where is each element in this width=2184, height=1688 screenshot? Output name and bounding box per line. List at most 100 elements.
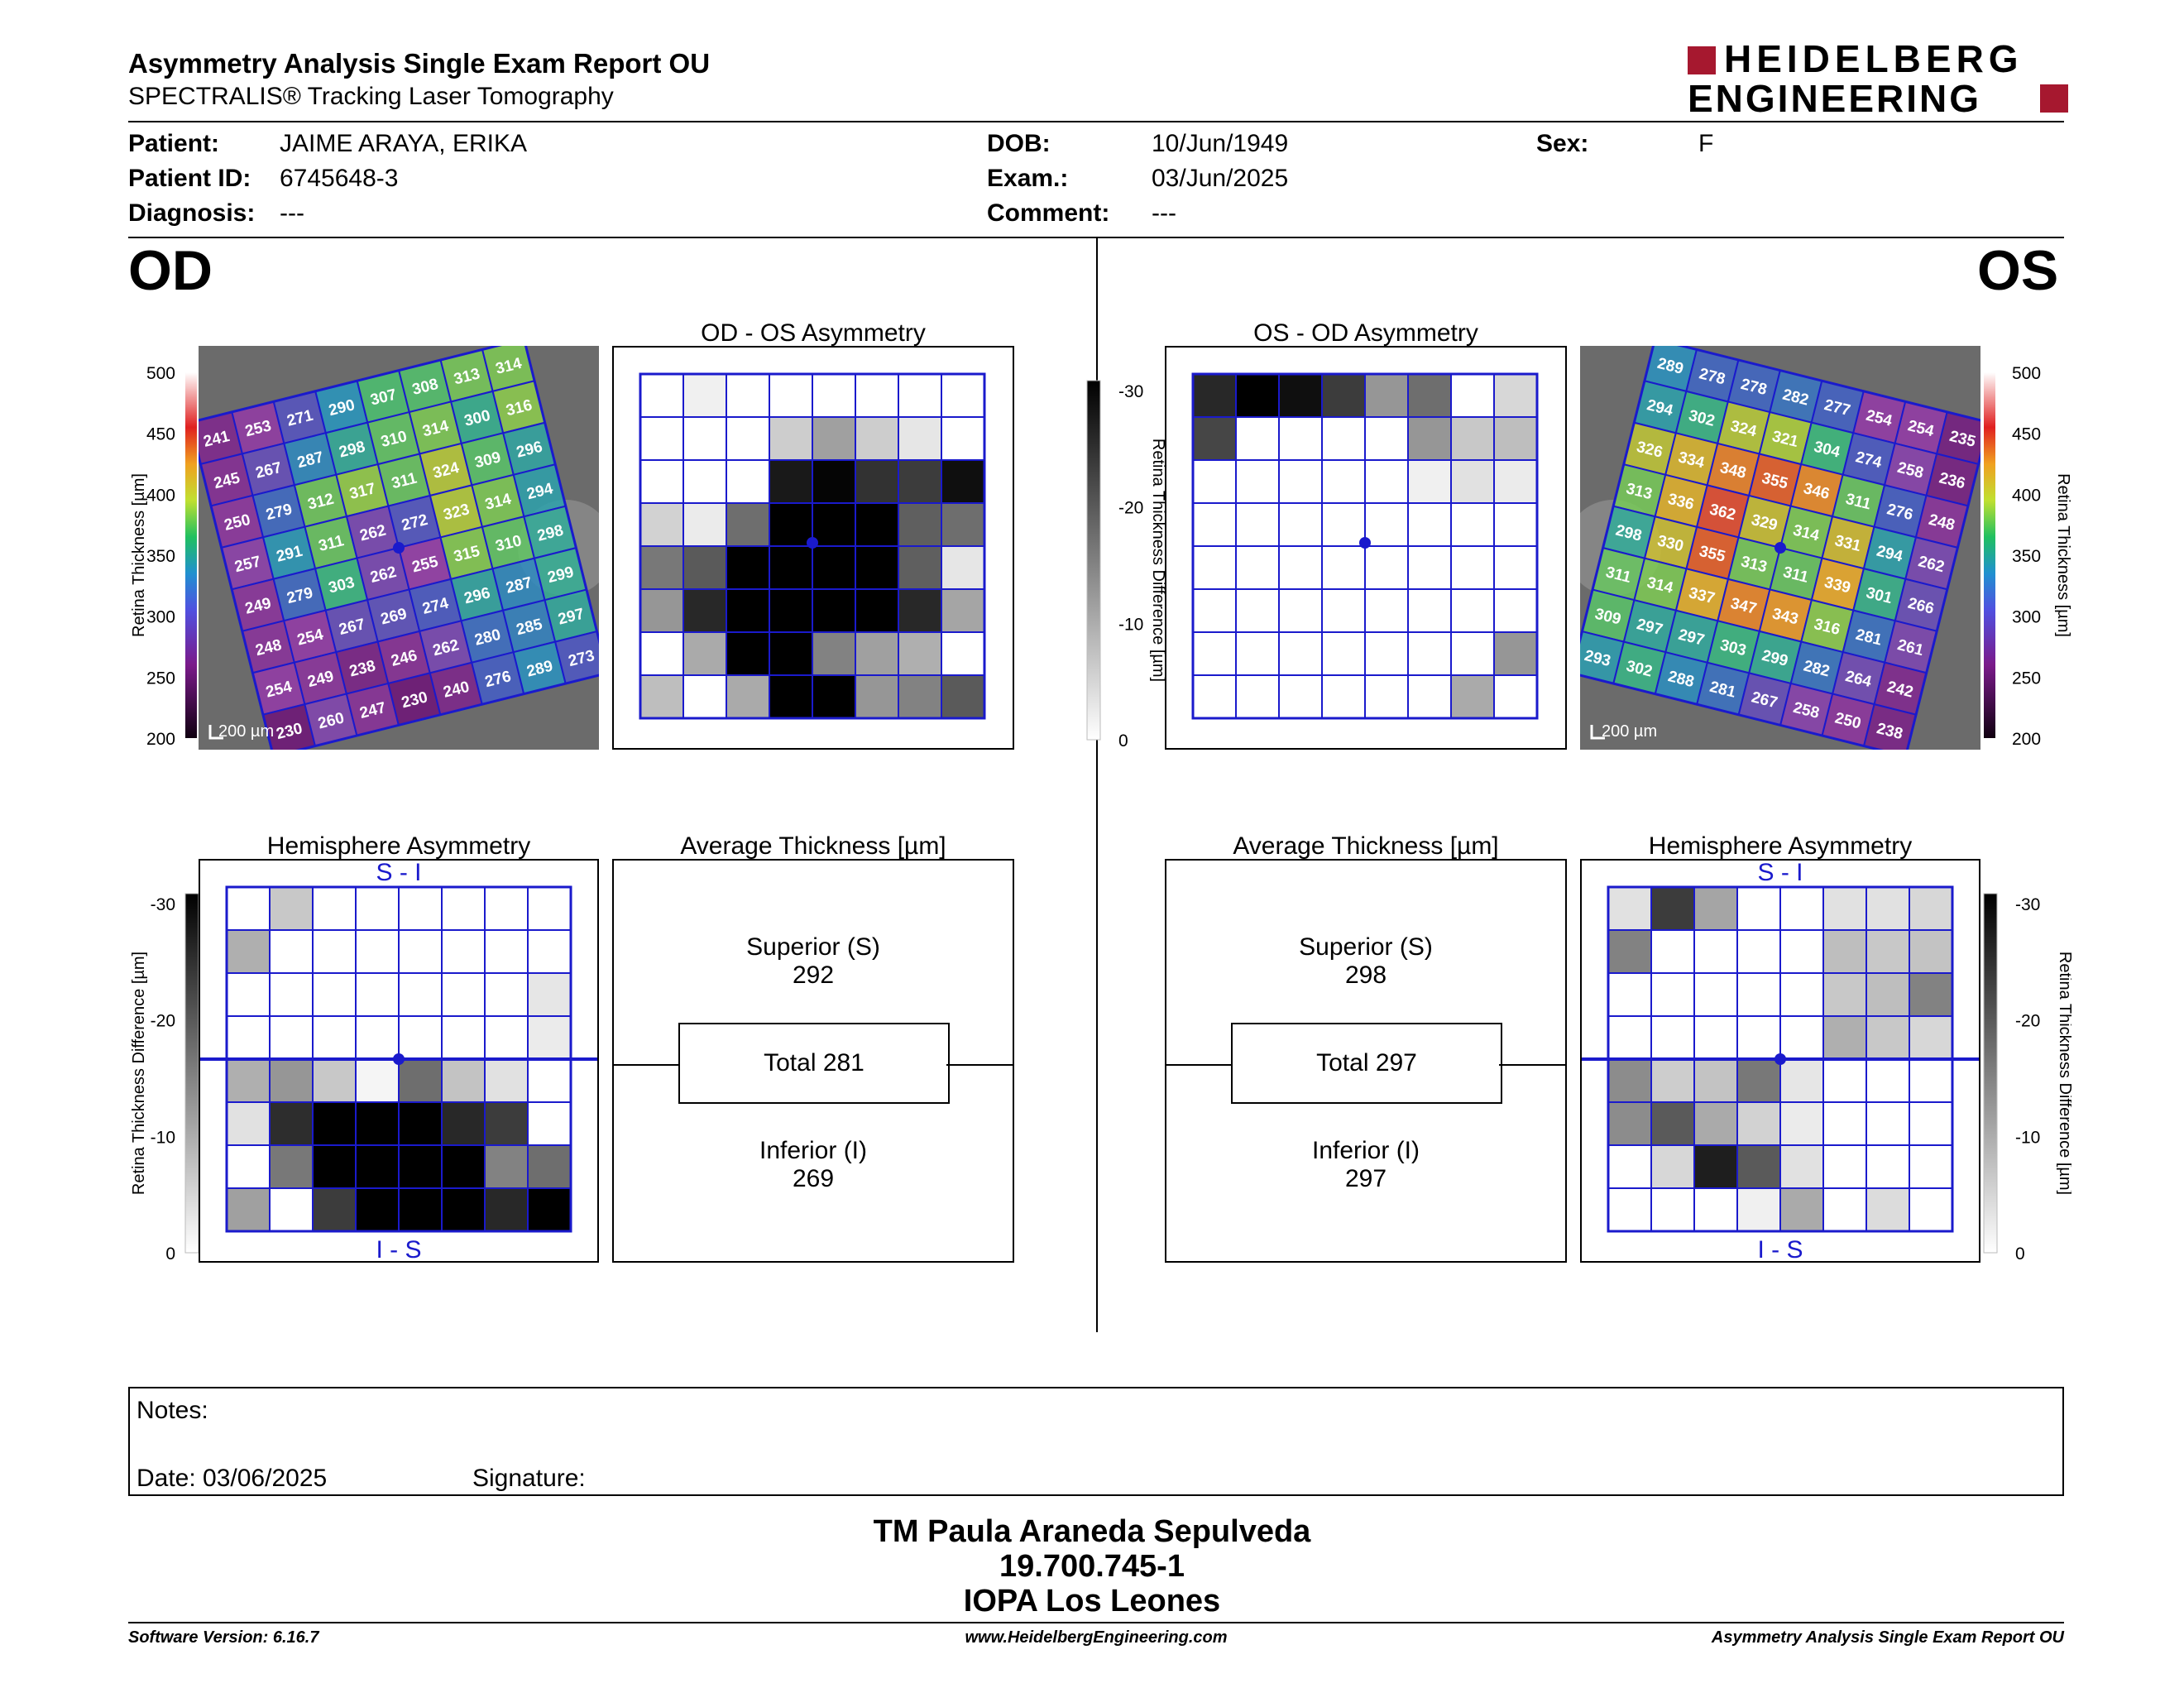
axis-tick-label: -10 [2015,1128,2040,1147]
grid-cell [1822,1015,1867,1060]
axis-tick-label: 450 [146,425,175,444]
grid-cell [1909,1058,1953,1103]
grid-border [1191,372,1539,720]
grid-cell [855,459,899,504]
grid-cell [1192,545,1237,590]
grid-cell [1909,1187,1953,1232]
od-asymmetry-title: OD - OS Asymmetry [701,319,926,347]
grid-cell [398,972,443,1017]
od-label: OD [128,239,213,302]
notes-box: Notes: Date: 03/06/2025 Signature: [128,1387,2064,1496]
axis-tick-label: -20 [2015,1012,2040,1031]
grid-cell [1822,972,1867,1017]
grid-cell [1909,929,1953,974]
grid-cell [441,1058,486,1103]
grid-cell [812,416,856,461]
grid-cell [527,1187,572,1232]
grid-cell [1321,373,1366,418]
axis-tick-label: 400 [146,486,175,505]
grid-cell [312,1058,357,1103]
sex-label: Sex: [1536,130,1589,157]
grid-cell [1364,588,1409,633]
grid-cell [355,1144,400,1189]
os-thickness-axis: 500 450 400 350 300 250 200 Retina Thickness [µ… [1980,348,2071,761]
grid-cell [1866,1187,1910,1232]
grid-cell [269,886,314,931]
od-average-title: Average Thickness [µm] [680,832,946,860]
grid-cell [769,545,813,590]
axis-tick-label: 400 [2012,486,2041,505]
grid-cell [898,373,942,418]
axis-tick-label: 300 [146,608,175,627]
axis-tick-label: 500 [2012,364,2041,383]
grid-cell [1866,886,1910,931]
grid-cell [355,1058,400,1103]
website-link[interactable]: www.HeidelbergEngineering.com [965,1628,1228,1647]
grid-cell [398,929,443,974]
grid-cell [1407,674,1452,719]
grid-cell [355,1015,400,1060]
heidelberg-logo: HEIDELBERG ENGINEERING [1688,38,2070,121]
os-inferior-value: 297 [1344,1165,1387,1192]
grid-cell [1822,1144,1867,1189]
grid-cell [855,588,899,633]
grid-cell [941,631,985,676]
axis-tick-label: 250 [146,669,175,688]
grid-cell [855,631,899,676]
axis-tick-label: 0 [165,1244,175,1263]
grid-cell [898,588,942,633]
od-total-box: Total 281 [678,1023,950,1104]
grid-cell [1909,1101,1953,1146]
grid-cell [1493,502,1538,547]
grid-cell [941,459,985,504]
grid-cell [1736,929,1781,974]
grid-cell [1493,674,1538,719]
grid-cell [1278,631,1323,676]
sex-value: F [1698,130,1714,157]
axis-label: Retina Thickness Difference [µm] [2056,952,2071,1195]
grid-cell [1650,1144,1695,1189]
hemi-bottom-label: I - S [376,1236,421,1261]
grid-cell [1736,1101,1781,1146]
grid-cell [1650,972,1695,1017]
grid-cell [1822,886,1867,931]
grid-cell [484,929,529,974]
grid-cell [527,1101,572,1146]
grid-cell [1450,373,1495,418]
grid-cell [226,972,271,1017]
axis-label: Retina Thickness [µm] [130,473,148,637]
grid-cell [1909,1144,1953,1189]
od-inferior-label: Inferior (I) [759,1137,868,1164]
signer-block: TM Paula Araneda Sepulveda 19.700.745-1 … [0,1514,2184,1618]
date-label: Date: 03/06/2025 [136,1465,328,1492]
grid-cell [769,674,813,719]
grid-cell [527,886,572,931]
grid-cell [1407,588,1452,633]
grid-cell [1693,886,1738,931]
grid-cell [855,416,899,461]
grid-cell [1192,631,1237,676]
grid-cell [682,545,727,590]
grid-cell [1693,972,1738,1017]
grid-cell [1779,1058,1824,1103]
grid-cell [1321,631,1366,676]
grid-cell [898,674,942,719]
grid-cell [726,674,770,719]
grid-cell [769,459,813,504]
grid-cell [1607,1187,1652,1232]
grid-cell [1235,502,1280,547]
report-title: Asymmetry Analysis Single Exam Report OU [128,48,711,79]
grid-cell [1321,502,1366,547]
grid-cell [1866,1144,1910,1189]
grid-cell [769,588,813,633]
grid-cell [484,972,529,1017]
grid-cell [1779,886,1824,931]
axis-tick-label: 350 [146,547,175,566]
od-superior-value: 292 [792,961,835,989]
grid-cell [1693,1101,1738,1146]
color-bar [185,372,197,738]
grid-cell [1321,545,1366,590]
grid-cell [484,1101,529,1146]
grid-cell [1364,416,1409,461]
